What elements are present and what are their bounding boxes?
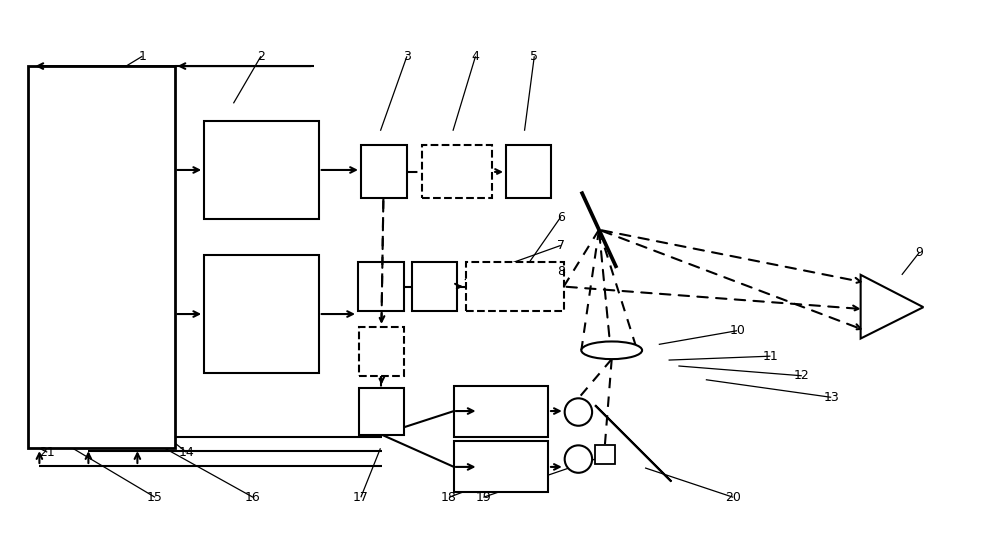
Text: 15: 15 — [147, 491, 163, 504]
Bar — [595, 446, 615, 464]
Text: 21: 21 — [39, 446, 55, 459]
Text: 18: 18 — [441, 491, 457, 504]
Bar — [358, 262, 404, 311]
Text: 14: 14 — [179, 446, 194, 459]
Text: 8: 8 — [557, 265, 565, 278]
Bar — [422, 146, 492, 198]
Ellipse shape — [581, 342, 642, 359]
Bar — [359, 327, 404, 376]
Bar — [466, 262, 564, 311]
Text: 12: 12 — [794, 369, 810, 382]
Circle shape — [565, 446, 592, 473]
Bar — [454, 441, 548, 492]
Bar — [454, 385, 548, 437]
Text: 13: 13 — [823, 391, 839, 404]
Bar — [28, 66, 175, 448]
Text: 17: 17 — [353, 491, 369, 504]
Text: 19: 19 — [475, 491, 491, 504]
Text: 11: 11 — [763, 350, 778, 362]
Bar — [204, 121, 319, 219]
Polygon shape — [595, 405, 671, 481]
Text: 2: 2 — [257, 50, 265, 63]
Text: 4: 4 — [472, 50, 479, 63]
Text: 5: 5 — [530, 50, 538, 63]
Bar — [359, 387, 404, 434]
Text: 1: 1 — [138, 50, 146, 63]
Text: 7: 7 — [557, 239, 565, 252]
Polygon shape — [861, 275, 923, 338]
Text: 9: 9 — [916, 246, 923, 259]
Text: 10: 10 — [729, 324, 745, 337]
Text: 16: 16 — [245, 491, 261, 504]
Text: 6: 6 — [557, 211, 565, 223]
Circle shape — [565, 398, 592, 426]
Text: 20: 20 — [725, 491, 741, 504]
Bar — [361, 146, 407, 198]
Text: 3: 3 — [403, 50, 411, 63]
Bar — [506, 146, 551, 198]
Bar — [204, 255, 319, 373]
Bar — [412, 262, 457, 311]
